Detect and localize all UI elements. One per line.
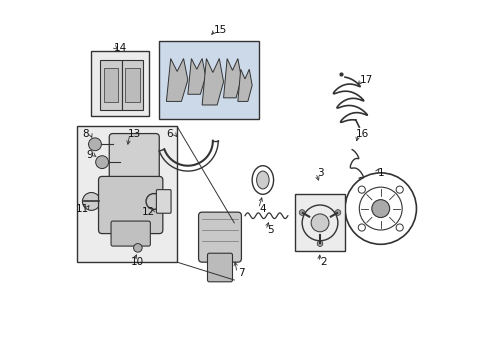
FancyBboxPatch shape <box>207 253 232 282</box>
Text: 16: 16 <box>356 129 369 139</box>
Text: 15: 15 <box>213 25 226 35</box>
FancyBboxPatch shape <box>109 134 159 191</box>
Circle shape <box>134 244 142 252</box>
FancyBboxPatch shape <box>125 68 140 103</box>
Text: 11: 11 <box>76 203 89 213</box>
Circle shape <box>335 210 341 215</box>
Circle shape <box>82 193 100 210</box>
Text: 7: 7 <box>238 268 245 278</box>
FancyBboxPatch shape <box>122 60 143 111</box>
Text: 3: 3 <box>317 168 323 178</box>
Text: 9: 9 <box>86 150 93 160</box>
Text: 10: 10 <box>131 257 145 267</box>
Text: 4: 4 <box>260 203 266 213</box>
FancyBboxPatch shape <box>295 194 345 251</box>
FancyBboxPatch shape <box>98 176 163 234</box>
PathPatch shape <box>167 59 188 102</box>
Text: 14: 14 <box>113 43 126 53</box>
Ellipse shape <box>257 171 269 189</box>
Text: 12: 12 <box>142 207 155 217</box>
PathPatch shape <box>188 59 206 94</box>
Circle shape <box>96 156 109 168</box>
Circle shape <box>372 200 390 217</box>
Text: 2: 2 <box>320 257 327 267</box>
Circle shape <box>311 214 329 232</box>
Text: 5: 5 <box>267 225 273 235</box>
FancyBboxPatch shape <box>92 51 148 116</box>
Circle shape <box>299 210 305 215</box>
Text: 6: 6 <box>167 129 173 139</box>
PathPatch shape <box>238 69 252 102</box>
Circle shape <box>396 224 403 231</box>
Circle shape <box>358 186 366 193</box>
PathPatch shape <box>223 59 242 98</box>
FancyBboxPatch shape <box>159 41 259 119</box>
FancyBboxPatch shape <box>156 190 171 213</box>
Circle shape <box>358 224 366 231</box>
FancyBboxPatch shape <box>198 212 242 262</box>
PathPatch shape <box>202 59 223 105</box>
FancyBboxPatch shape <box>100 60 122 111</box>
Circle shape <box>396 186 403 193</box>
FancyBboxPatch shape <box>111 221 150 246</box>
Text: 17: 17 <box>360 75 373 85</box>
Circle shape <box>89 138 101 151</box>
FancyBboxPatch shape <box>77 126 177 262</box>
Text: 8: 8 <box>83 129 89 139</box>
Circle shape <box>317 241 323 247</box>
FancyBboxPatch shape <box>104 68 118 103</box>
Text: 13: 13 <box>127 129 141 139</box>
Text: 1: 1 <box>377 168 384 178</box>
